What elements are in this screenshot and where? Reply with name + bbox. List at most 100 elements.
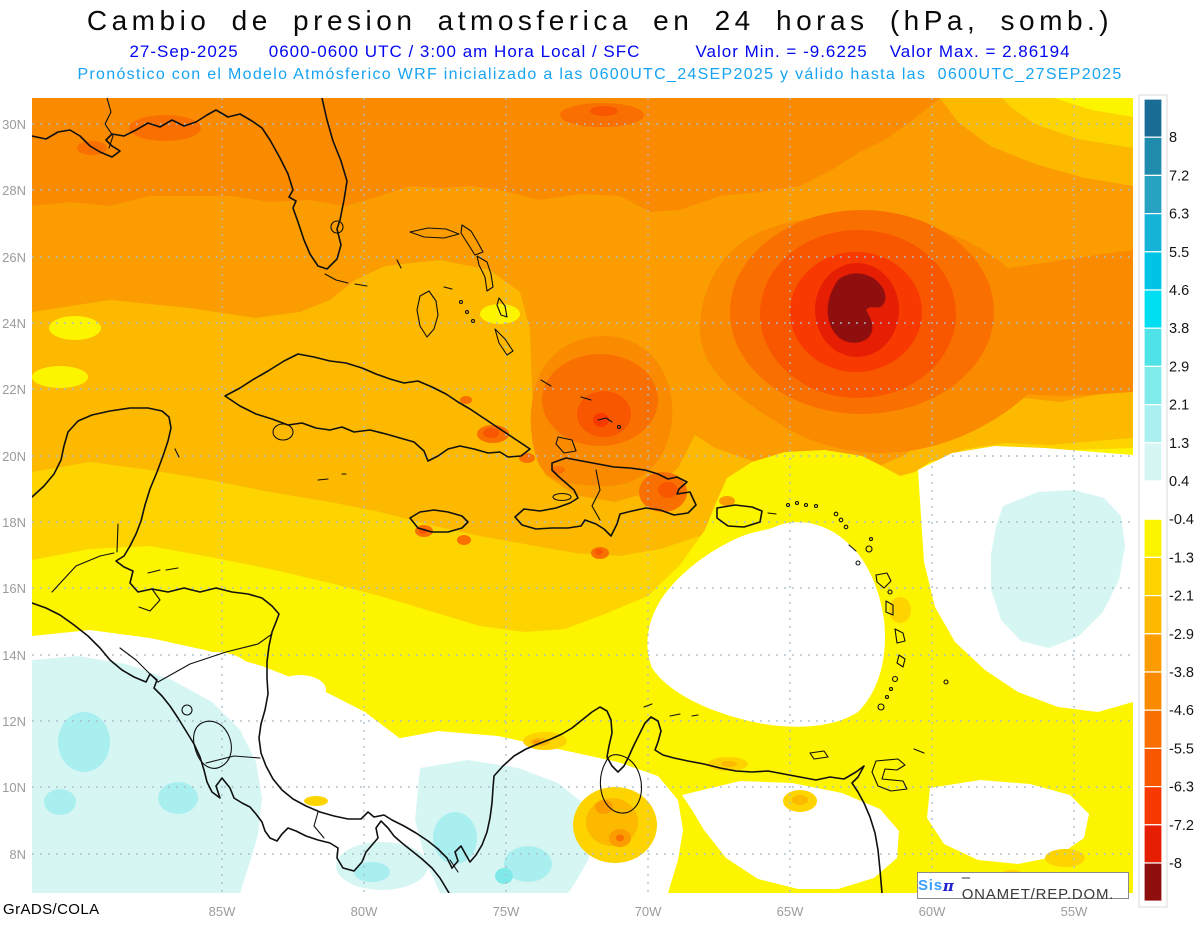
lon-tick-label: 70W	[635, 904, 662, 919]
lat-tick-label: 20N	[2, 449, 26, 464]
lat-axis-labels: 30N 28N 26N 24N 22N 20N 18N 16N 14N 12N 10N 8N	[2, 117, 26, 862]
secondary-low-feature	[530, 336, 673, 487]
colorbar-segment	[1143, 824, 1163, 864]
coastline-yucatan-central-america	[32, 407, 453, 869]
cayman-islands	[317, 473, 347, 481]
colorbar-segment	[1143, 289, 1163, 329]
colorbar-segment	[1143, 556, 1163, 597]
colorbar-segment	[1143, 174, 1163, 215]
colorbar-tick-label: -7.2	[1169, 818, 1194, 834]
colorbar-segment	[1143, 671, 1163, 711]
grads-credit: GrADS/COLA	[3, 901, 100, 918]
valor-max: Valor Max. = 2.86194	[889, 42, 1071, 61]
coastline-gulf-florida	[32, 98, 348, 270]
lesser-antilles	[785, 500, 949, 711]
colorbar-segment	[1143, 709, 1163, 750]
colorbar-tick-label: 4.6	[1169, 283, 1189, 299]
colorbar-segment	[1143, 213, 1163, 253]
coastline-puerto-rico	[716, 504, 763, 528]
min-pressure-feature	[700, 210, 1133, 453]
min-change-core	[827, 273, 886, 343]
colorbar-segment	[1143, 98, 1163, 138]
colorbar-tick-label: 1.3	[1169, 436, 1189, 452]
contour-region	[32, 366, 88, 388]
lake-nicaragua	[193, 720, 232, 769]
isle-of-youth	[272, 423, 294, 441]
colorbar-segment	[1143, 594, 1163, 635]
lat-tick-label: 24N	[2, 316, 26, 331]
lake-maracaibo	[599, 754, 643, 814]
coastline-pacific-central-america	[32, 602, 450, 893]
contour-region	[1054, 98, 1133, 117]
colorbar-segment	[1143, 442, 1163, 482]
colorbar-tick-label: 7.2	[1169, 168, 1189, 184]
lat-tick-label: 26N	[2, 250, 26, 265]
river-mississippi	[104, 98, 114, 149]
lat-tick-label: 16N	[2, 581, 26, 596]
lon-tick-label: 85W	[209, 904, 236, 919]
contour-region	[129, 115, 201, 141]
colorbar-tick-label: 2.1	[1169, 398, 1189, 414]
lake-okeechobee	[330, 220, 344, 234]
lat-tick-label: 28N	[2, 183, 26, 198]
lon-axis-labels: 85W 80W 75W 70W 65W 60W 55W	[209, 904, 1088, 919]
header-meta: 27-Sep-2025 0600-0600 UTC / 3:00 am Hora…	[0, 42, 1200, 62]
brand-pi-icon: π	[942, 876, 955, 895]
colorbar-segment	[1143, 404, 1163, 444]
colorbar: 8 7.2 6.3 5.5 4.6 3.8 2.9 2.1 1.3 0.4 -0.4 -1.3 -2.1…	[1143, 98, 1194, 902]
colorbar-segment	[1143, 251, 1163, 291]
contour-region	[480, 304, 520, 324]
colorbar-tick-label: 8	[1169, 130, 1177, 146]
colorbar-tick-label: -2.1	[1169, 589, 1194, 605]
coastline-jamaica	[409, 509, 469, 533]
contour-region	[593, 413, 609, 427]
sispi-brand-box: Sis π – ONAMET/REP.DOM.	[917, 869, 1129, 903]
colorbar-tick-label: 5.5	[1169, 245, 1189, 261]
coastline-cuba	[224, 353, 531, 462]
contour-region	[49, 316, 101, 340]
colorbar-segment	[1143, 136, 1163, 176]
lat-tick-label: 14N	[2, 648, 26, 663]
lat-tick-label: 22N	[2, 382, 26, 397]
lake-managua	[181, 704, 193, 716]
colorbar-segment	[1143, 785, 1163, 826]
colorbar-tick-label: -1.3	[1169, 550, 1194, 566]
valor-min: Valor Min. = -9.6225	[695, 42, 868, 61]
colorbar-tick-label: -0.4	[1169, 512, 1194, 528]
colorbar-tick-label: -5.5	[1169, 741, 1194, 757]
coastline-hispaniola	[514, 457, 697, 537]
cozumel	[174, 448, 180, 458]
contour-region	[590, 106, 618, 116]
gonave-island	[552, 492, 572, 502]
lon-tick-label: 75W	[493, 904, 520, 919]
bahamas-islands	[396, 224, 622, 454]
colorbar-tick-label: 3.8	[1169, 321, 1189, 337]
colorbar-segment	[1143, 480, 1163, 520]
colorbar-tick-label: 2.9	[1169, 359, 1189, 375]
colorbar-segment	[1143, 747, 1163, 788]
brand-onamet: – ONAMET/REP.DOM.	[961, 868, 1115, 903]
lon-tick-label: 60W	[919, 904, 946, 919]
colorbar-tick-label: -8	[1169, 856, 1182, 872]
bay-islands	[147, 567, 179, 574]
valid-date: 27-Sep-2025	[129, 42, 239, 61]
colorbar-tick-label: -4.6	[1169, 703, 1194, 719]
colorbar-segment	[1143, 518, 1163, 559]
country-borders	[51, 523, 459, 873]
abc-islands	[643, 703, 699, 717]
colorbar-segment	[1143, 327, 1163, 368]
lat-tick-label: 30N	[2, 117, 26, 132]
coastline-south-america	[451, 706, 883, 893]
colorbar-segment	[1143, 862, 1163, 902]
lat-tick-label: 10N	[2, 780, 26, 795]
colorbar-segment	[1143, 365, 1163, 406]
lat-tick-label: 12N	[2, 714, 26, 729]
lon-tick-label: 65W	[777, 904, 804, 919]
trinidad-tobago	[871, 748, 925, 792]
margarita-island	[809, 750, 829, 760]
lat-tick-label: 8N	[9, 847, 26, 862]
valid-period: 0600-0600 UTC / 3:00 am Hora Local / SFC	[268, 42, 641, 61]
colorbar-tick-label: -2.9	[1169, 627, 1194, 643]
